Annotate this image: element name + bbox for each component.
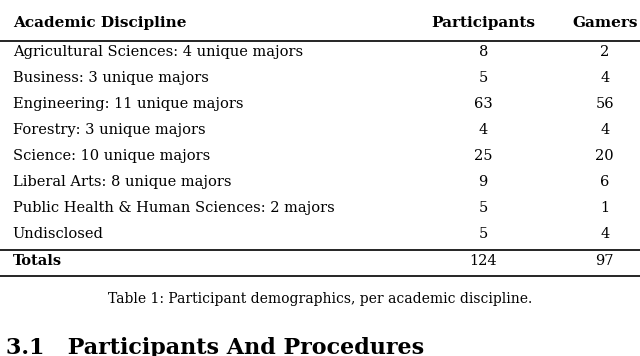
- Text: Liberal Arts: 8 unique majors: Liberal Arts: 8 unique majors: [13, 175, 231, 189]
- Text: Gamers: Gamers: [572, 16, 637, 30]
- Text: 56: 56: [595, 97, 614, 111]
- Text: 2: 2: [600, 45, 609, 59]
- Text: 5: 5: [479, 71, 488, 85]
- Text: 8: 8: [479, 45, 488, 59]
- Text: Public Health & Human Sciences: 2 majors: Public Health & Human Sciences: 2 majors: [13, 201, 335, 215]
- Text: 1: 1: [600, 201, 609, 215]
- Text: Undisclosed: Undisclosed: [13, 227, 104, 241]
- Text: 6: 6: [600, 175, 609, 189]
- Text: 4: 4: [600, 227, 609, 241]
- Text: 4: 4: [479, 123, 488, 137]
- Text: Forestry: 3 unique majors: Forestry: 3 unique majors: [13, 123, 205, 137]
- Text: 25: 25: [474, 149, 492, 163]
- Text: 4: 4: [600, 71, 609, 85]
- Text: 5: 5: [479, 201, 488, 215]
- Text: Participants: Participants: [431, 16, 535, 30]
- Text: Business: 3 unique majors: Business: 3 unique majors: [13, 71, 209, 85]
- Text: 5: 5: [479, 227, 488, 241]
- Text: 4: 4: [600, 123, 609, 137]
- Text: 9: 9: [479, 175, 488, 189]
- Text: Totals: Totals: [13, 254, 62, 268]
- Text: Table 1: Participant demographics, per academic discipline.: Table 1: Participant demographics, per a…: [108, 292, 532, 306]
- Text: 63: 63: [474, 97, 493, 111]
- Text: Agricultural Sciences: 4 unique majors: Agricultural Sciences: 4 unique majors: [13, 45, 303, 59]
- Text: 3.1   Participants And Procedures: 3.1 Participants And Procedures: [6, 337, 424, 356]
- Text: 20: 20: [595, 149, 614, 163]
- Text: 124: 124: [469, 254, 497, 268]
- Text: Academic Discipline: Academic Discipline: [13, 16, 186, 30]
- Text: Science: 10 unique majors: Science: 10 unique majors: [13, 149, 210, 163]
- Text: 97: 97: [596, 254, 614, 268]
- Text: Engineering: 11 unique majors: Engineering: 11 unique majors: [13, 97, 243, 111]
